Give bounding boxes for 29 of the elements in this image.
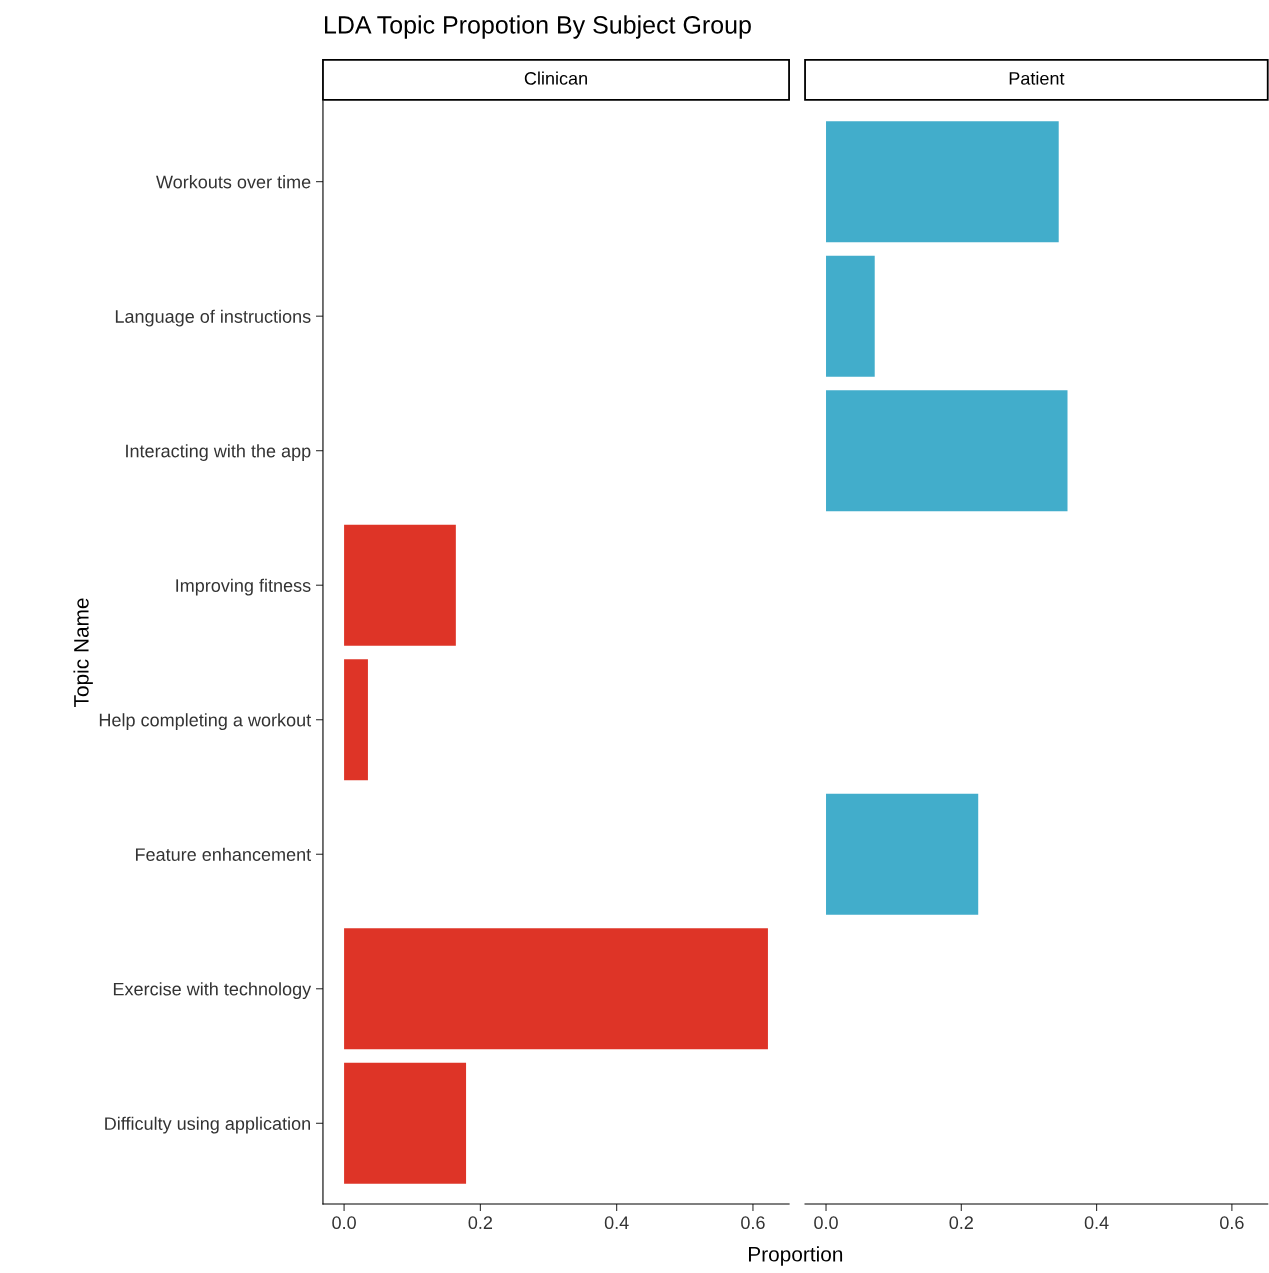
bar (344, 524, 456, 646)
x-tick-label: 0.6 (741, 1216, 765, 1230)
x-tick-label: 0.2 (468, 1216, 493, 1230)
x-tick-label: 0.4 (604, 1216, 629, 1230)
bar (826, 255, 875, 377)
y-tick-label: Difficulty using application (105, 1116, 310, 1134)
y-tick-label: Workouts over time (156, 175, 311, 189)
chart-title: LDA Topic Propotion By Subject Group (325, 15, 751, 39)
y-tick-label: Help completing a workout (99, 713, 312, 731)
bar (344, 659, 368, 781)
x-tick-label: 0.0 (332, 1216, 356, 1230)
chart-subtitle: Clinican (524, 71, 587, 85)
x-tick-label: 0.4 (1084, 1216, 1109, 1230)
y-tick-label: Language of instructions (115, 309, 311, 327)
x-tick-label: 0.2 (949, 1216, 973, 1230)
y-tick-label: Interacting with the app (126, 444, 311, 461)
bar (826, 793, 979, 915)
x-tick-label: 0.0 (814, 1216, 838, 1230)
x-axis-title: Proportion (749, 1246, 843, 1266)
chart-subtitle: Patient (1009, 71, 1065, 85)
bar (826, 390, 1068, 512)
x-tick-label: 0.6 (1220, 1216, 1244, 1230)
bar (344, 1062, 467, 1184)
bar (344, 928, 768, 1050)
y-tick-label: Improving fitness (176, 578, 311, 596)
y-tick-label: Feature enhancement (135, 847, 312, 861)
y-tick-label: Exercise with technology (113, 982, 312, 1000)
y-axis-title: Topic Name (73, 598, 93, 707)
bar (826, 121, 1059, 243)
